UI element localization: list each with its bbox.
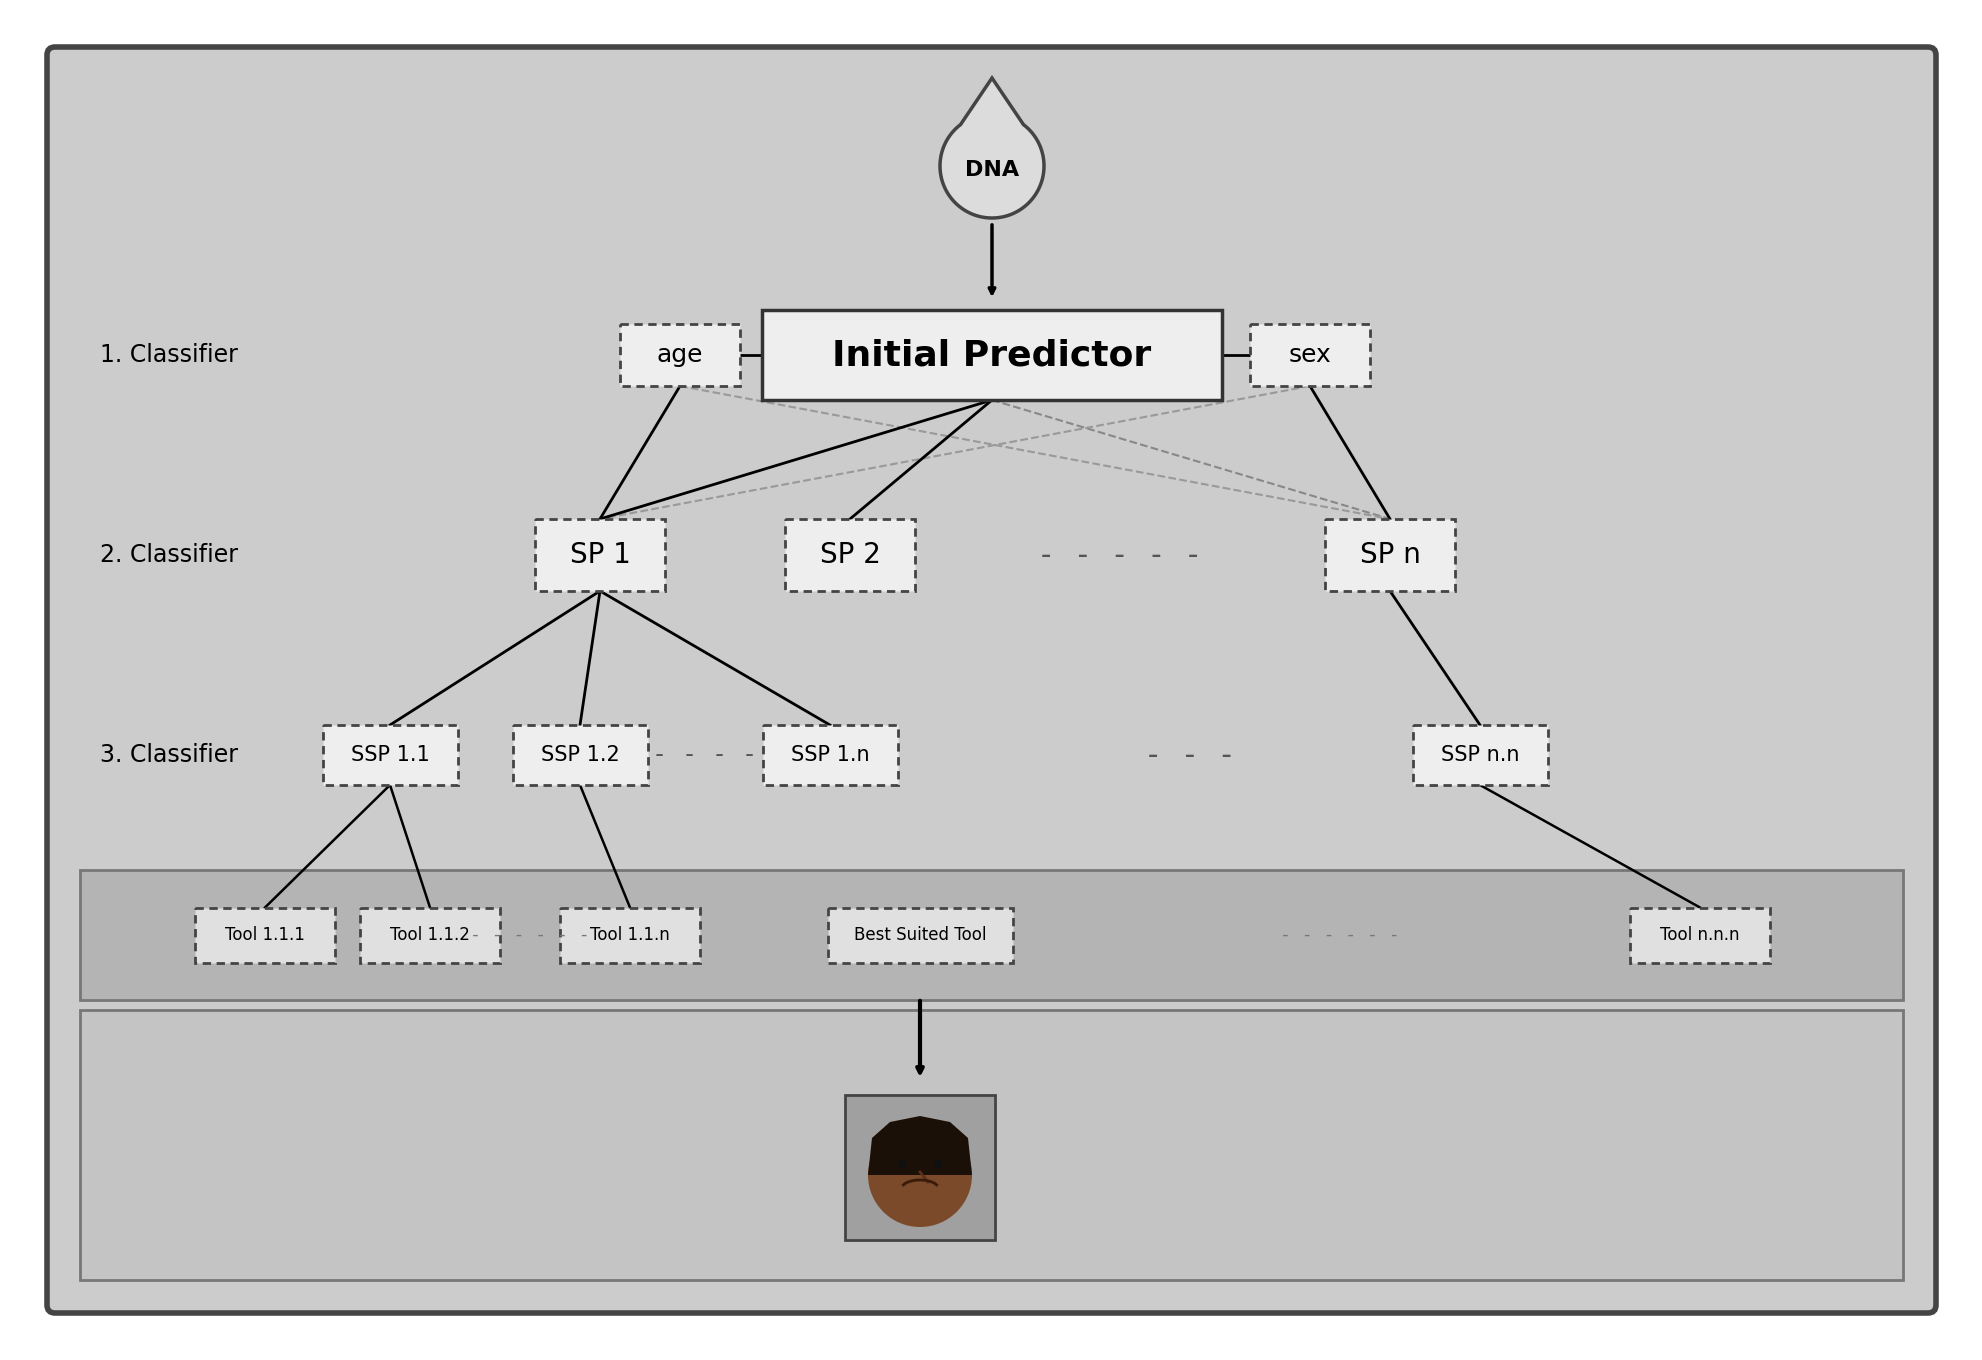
Circle shape: [868, 1123, 971, 1227]
FancyBboxPatch shape: [48, 48, 1934, 1312]
Text: Tool n.n.n: Tool n.n.n: [1659, 926, 1738, 944]
Text: SP 1: SP 1: [569, 541, 630, 568]
FancyBboxPatch shape: [826, 907, 1013, 963]
FancyBboxPatch shape: [844, 1095, 995, 1240]
Polygon shape: [868, 1117, 971, 1175]
Text: SP 2: SP 2: [819, 541, 880, 568]
Polygon shape: [939, 78, 1043, 218]
FancyBboxPatch shape: [79, 870, 1903, 1000]
Text: Initial Predictor: Initial Predictor: [832, 339, 1152, 373]
FancyBboxPatch shape: [1629, 907, 1770, 963]
FancyBboxPatch shape: [620, 324, 739, 386]
FancyBboxPatch shape: [1411, 725, 1546, 785]
FancyBboxPatch shape: [559, 907, 700, 963]
Text: DNA: DNA: [965, 160, 1019, 180]
Text: SSP 1.2: SSP 1.2: [541, 745, 618, 764]
Text: Tool 1.1.n: Tool 1.1.n: [591, 926, 670, 944]
FancyBboxPatch shape: [763, 725, 898, 785]
Text: SSP 1.1: SSP 1.1: [351, 745, 430, 764]
Text: - - - - - -: - - - - - -: [470, 926, 589, 944]
FancyBboxPatch shape: [361, 907, 499, 963]
FancyBboxPatch shape: [535, 520, 664, 592]
Text: - - - - - -: - - - - - -: [1280, 926, 1399, 944]
FancyBboxPatch shape: [761, 310, 1221, 400]
Text: Best Suited Tool: Best Suited Tool: [854, 926, 985, 944]
FancyBboxPatch shape: [785, 520, 914, 592]
FancyBboxPatch shape: [1249, 324, 1370, 386]
Text: 1. Classifier: 1. Classifier: [99, 343, 238, 367]
FancyBboxPatch shape: [323, 725, 458, 785]
Text: SSP n.n: SSP n.n: [1441, 745, 1518, 764]
Text: - - - - -: - - - - -: [1037, 540, 1201, 570]
Text: Tool 1.1.2: Tool 1.1.2: [390, 926, 470, 944]
Text: 3. Classifier: 3. Classifier: [99, 743, 238, 767]
FancyBboxPatch shape: [511, 725, 648, 785]
FancyBboxPatch shape: [194, 907, 335, 963]
Text: SSP 1.n: SSP 1.n: [791, 745, 868, 764]
Text: 2. Classifier: 2. Classifier: [99, 543, 238, 567]
Text: - - -: - - -: [1144, 740, 1235, 770]
FancyBboxPatch shape: [79, 1010, 1903, 1280]
FancyBboxPatch shape: [1324, 520, 1455, 592]
Text: age: age: [656, 343, 704, 367]
Text: sex: sex: [1288, 343, 1330, 367]
Text: SP n: SP n: [1360, 541, 1419, 568]
Text: - - - - - -: - - - - - -: [622, 743, 787, 767]
Text: Tool 1.1.1: Tool 1.1.1: [224, 926, 305, 944]
